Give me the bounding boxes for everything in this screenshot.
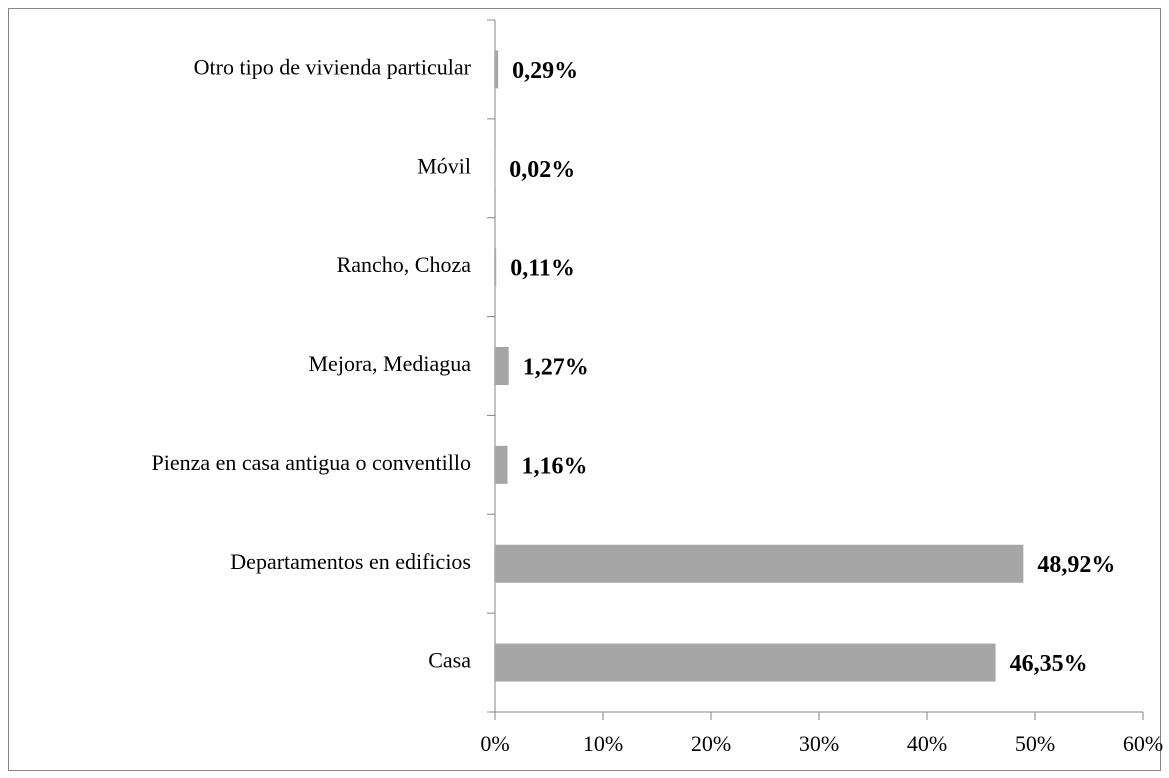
bar [495, 50, 499, 89]
value-label: 48,92% [1037, 552, 1115, 578]
x-tick-label: 60% [1123, 731, 1163, 756]
value-label: 1,16% [522, 453, 588, 479]
bar [495, 248, 497, 287]
value-label: 0,29% [512, 58, 578, 84]
value-label: 0,02% [509, 157, 575, 183]
bar [495, 544, 1024, 583]
x-tick-label: 40% [907, 731, 947, 756]
value-label: 46,35% [1010, 651, 1088, 677]
category-label: Rancho, Choza [337, 252, 472, 277]
category-label: Casa [428, 648, 471, 673]
x-tick-label: 20% [691, 731, 731, 756]
x-tick-label: 30% [799, 731, 839, 756]
value-label: 0,11% [510, 256, 575, 282]
chart-border [8, 8, 1161, 771]
category-label: Mejora, Mediagua [309, 351, 472, 376]
bar [495, 445, 508, 484]
category-label: Pienza en casa antigua o conventillo [152, 450, 472, 475]
bar [495, 643, 996, 682]
x-tick-label: 0% [480, 731, 509, 756]
category-label: Móvil [417, 153, 471, 178]
category-label: Otro tipo de vivienda particular [194, 54, 472, 79]
x-tick-label: 50% [1015, 731, 1055, 756]
x-tick-label: 10% [583, 731, 623, 756]
value-label: 1,27% [523, 355, 589, 381]
bar [495, 347, 509, 385]
category-label: Departamentos en edificios [230, 549, 471, 574]
